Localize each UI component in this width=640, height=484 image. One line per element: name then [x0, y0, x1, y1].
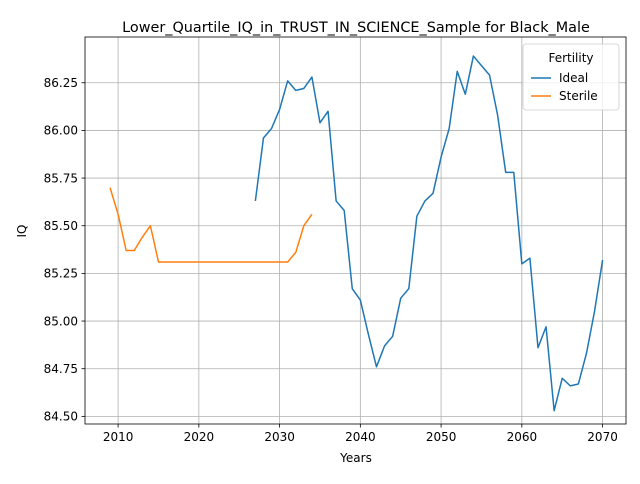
series-lines	[109, 55, 604, 412]
grid	[85, 37, 626, 424]
legend-label-ideal: Ideal	[559, 71, 588, 85]
chart-title: Lower_Quartile_IQ_in_TRUST_IN_SCIENCE_Sa…	[122, 20, 590, 36]
series-line-sterile	[109, 187, 313, 263]
y-tick-label: 85.75	[44, 171, 78, 185]
y-tick-label: 85.50	[44, 219, 78, 233]
y-tick-label: 86.00	[44, 124, 78, 138]
y-tick-label: 85.00	[44, 314, 78, 328]
x-tick-label: 2070	[587, 430, 618, 444]
x-tick-label: 2030	[264, 430, 295, 444]
plot-frame	[84, 36, 627, 425]
legend: Fertility Ideal Sterile	[522, 43, 620, 111]
x-axis-label: Years	[339, 451, 372, 465]
legend-items: Ideal Sterile	[531, 71, 598, 103]
legend-box	[522, 43, 620, 111]
legend-label-sterile: Sterile	[559, 89, 598, 103]
x-tick-label: 2060	[507, 430, 538, 444]
x-tick-label: 2040	[345, 430, 376, 444]
x-tick-label: 2020	[184, 430, 215, 444]
x-tick-label: 2010	[103, 430, 134, 444]
series-line-ideal	[254, 55, 604, 412]
legend-title: Fertility	[548, 51, 593, 65]
y-tick-label: 84.50	[44, 410, 78, 424]
y-tick-label: 86.25	[44, 76, 78, 90]
y-tick-label: 84.75	[44, 362, 78, 376]
y-tick-label: 85.25	[44, 267, 78, 281]
y-axis-label: IQ	[15, 225, 29, 238]
axis-ticks: 2010 2020 2030 2040 2050 2060 2070 84.50 84.75 85…	[44, 76, 618, 444]
x-tick-label: 2050	[426, 430, 457, 444]
